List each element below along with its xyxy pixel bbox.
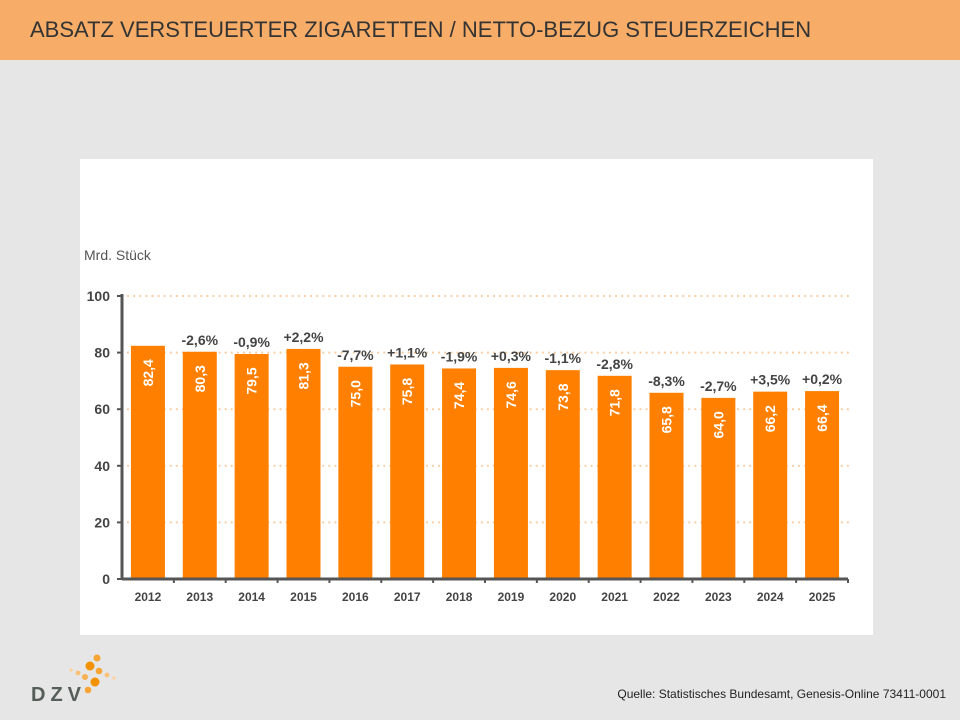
change-label: +1,1%: [387, 344, 428, 360]
change-label: +2,2%: [283, 329, 324, 345]
y-tick-label: 40: [94, 458, 110, 474]
x-tick-label: 2018: [446, 590, 473, 604]
bar-value-label: 66,4: [814, 404, 830, 431]
y-tick-label: 80: [94, 345, 110, 361]
x-tick-label: 2019: [498, 590, 525, 604]
x-tick-label: 2016: [342, 590, 369, 604]
bar-2017: [390, 364, 425, 579]
bar-value-label: 74,6: [503, 381, 519, 408]
bar-2014: [234, 354, 269, 579]
change-label: +0,2%: [802, 371, 843, 387]
bar-value-label: 64,0: [710, 411, 726, 438]
bar-value-label: 71,8: [607, 389, 623, 416]
dzv-logo: DZV: [0, 640, 200, 720]
x-tick-label: 2024: [757, 590, 784, 604]
bar-value-label: 66,2: [762, 405, 778, 432]
x-tick-label: 2014: [238, 590, 265, 604]
x-tick-label: 2017: [394, 590, 421, 604]
bar-2021: [597, 375, 632, 579]
x-tick-label: 2025: [809, 590, 836, 604]
change-label: -8,3%: [648, 373, 685, 389]
change-label: -7,7%: [337, 347, 374, 363]
x-tick-label: 2015: [290, 590, 317, 604]
source-note: Quelle: Statistisches Bundesamt, Genesis…: [617, 687, 946, 701]
y-tick-label: 20: [94, 514, 110, 530]
bar-value-label: 81,3: [296, 362, 312, 389]
bar-value-label: 65,8: [659, 406, 675, 433]
bar-value-label: 82,4: [140, 359, 156, 386]
bar-value-label: 80,3: [192, 365, 208, 392]
x-tick-label: 2022: [653, 590, 680, 604]
bar-2024: [753, 391, 788, 579]
bar-value-label: 73,8: [555, 383, 571, 410]
x-tick-label: 2013: [186, 590, 213, 604]
bar-2013: [182, 351, 217, 579]
bar-value-label: 79,5: [244, 367, 260, 394]
change-label: -1,9%: [441, 348, 478, 364]
change-label: -0,9%: [233, 334, 270, 350]
change-label: +3,5%: [750, 372, 791, 388]
y-tick-label: 0: [102, 571, 110, 587]
bar-value-label: 75,0: [347, 380, 363, 407]
bar-2016: [338, 366, 373, 579]
bar-2018: [442, 368, 477, 579]
x-tick-label: 2020: [549, 590, 576, 604]
change-label: -2,7%: [700, 378, 737, 394]
logo-text: DZV: [31, 684, 86, 706]
bar-value-label: 74,4: [451, 382, 467, 409]
x-tick-label: 2012: [135, 590, 162, 604]
bar-2012: [130, 345, 165, 579]
bar-2025: [805, 391, 840, 579]
y-tick-label: 100: [87, 288, 111, 304]
change-label: -2,6%: [181, 332, 218, 348]
change-label: -2,8%: [596, 356, 633, 372]
bar-2015: [286, 348, 321, 579]
x-tick-label: 2021: [601, 590, 628, 604]
x-tick-label: 2023: [705, 590, 732, 604]
change-label: -1,1%: [544, 350, 581, 366]
y-tick-label: 60: [94, 401, 110, 417]
page-title: ABSATZ VERSTEUERTER ZIGARETTEN / NETTO-B…: [30, 17, 812, 42]
bar-2019: [493, 367, 528, 579]
logo-dots-icon: [69, 654, 116, 694]
change-label: +0,3%: [491, 348, 532, 364]
bar-2022: [649, 392, 684, 579]
header-bar: ABSATZ VERSTEUERTER ZIGARETTEN / NETTO-B…: [0, 0, 960, 60]
bar-2020: [545, 370, 580, 579]
y-axis-label: Mrd. Stück: [84, 247, 152, 263]
bar-value-label: 75,8: [399, 378, 415, 405]
bar-2023: [701, 397, 736, 579]
